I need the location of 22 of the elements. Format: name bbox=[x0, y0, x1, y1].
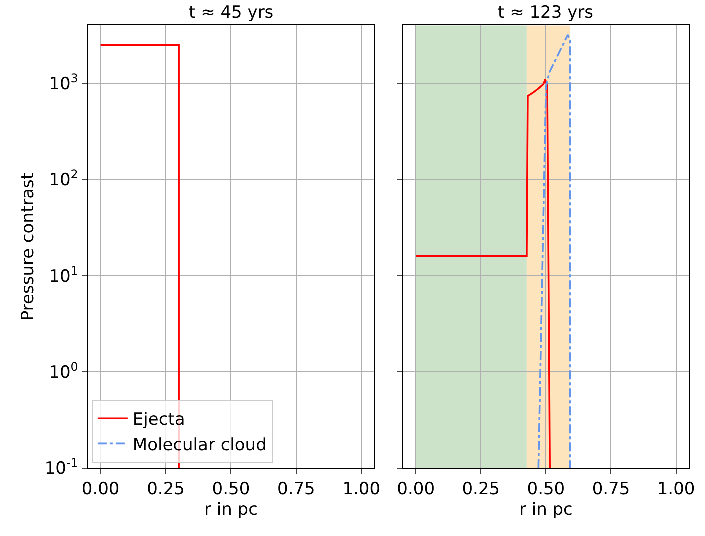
x-tick-label: 0.75 bbox=[592, 480, 630, 500]
legend-label: Ejecta bbox=[132, 410, 186, 430]
y-tick-label: 10$^{1}$ bbox=[49, 264, 78, 287]
chart-title: t ≈ 45 yrs bbox=[189, 3, 274, 23]
y-tick-label: 10$^{0}$ bbox=[49, 360, 78, 384]
x-tick-label: 0.75 bbox=[278, 480, 316, 500]
x-tick-label: 0.25 bbox=[462, 480, 500, 500]
x-tick-label: 0.50 bbox=[527, 480, 566, 500]
x-tick-label: 0.25 bbox=[147, 480, 185, 500]
x-tick-label: 0.00 bbox=[82, 480, 120, 500]
x-axis-title: r in pc bbox=[519, 500, 573, 520]
x-tick-label: 1.00 bbox=[342, 480, 381, 500]
chart-title: t ≈ 123 yrs bbox=[498, 3, 594, 23]
y-tick-label: 10$^{2}$ bbox=[49, 168, 78, 191]
legend-label: Molecular cloud bbox=[132, 435, 267, 456]
y-tick-label: 10$^{-1}$ bbox=[44, 456, 78, 480]
y-axis-title: Pressure contrast bbox=[18, 172, 38, 322]
x-tick-label: 0.00 bbox=[397, 480, 436, 500]
x-tick-label: 0.50 bbox=[212, 480, 250, 500]
x-tick-label: 1.00 bbox=[657, 480, 696, 500]
y-tick-label: 10$^{3}$ bbox=[49, 71, 78, 95]
x-axis-title: r in pc bbox=[204, 500, 258, 520]
